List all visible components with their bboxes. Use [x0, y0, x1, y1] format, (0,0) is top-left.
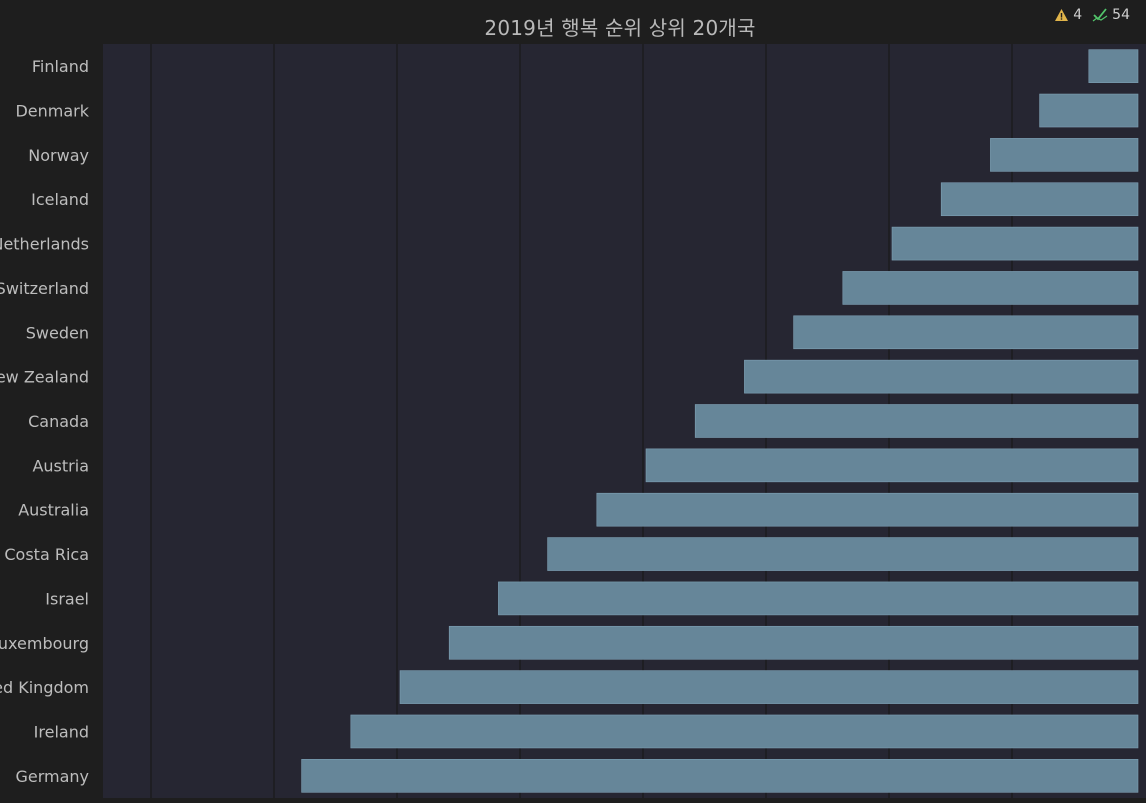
bar-united-kingdom	[399, 670, 1139, 704]
bar-switzerland	[842, 271, 1139, 305]
bar-canada	[694, 404, 1139, 438]
bar-costa-rica	[547, 537, 1139, 571]
category-label: Australia	[18, 501, 89, 520]
bar-germany	[301, 759, 1139, 793]
category-label: United Kingdom	[0, 678, 89, 697]
bar-austria	[645, 448, 1139, 483]
bar-ireland	[350, 714, 1139, 749]
chart-title: 2019년 행복 순위 상위 20개국	[484, 16, 756, 40]
category-label: Netherlands	[0, 235, 89, 254]
status-indicators: 4 54	[1054, 7, 1136, 23]
category-label: Israel	[45, 589, 89, 608]
category-label: Denmark	[15, 102, 89, 121]
title-bar: 2019년 행복 순위 상위 20개국 4 54	[0, 0, 1146, 44]
bar-netherlands	[891, 226, 1139, 261]
category-label: Iceland	[31, 190, 89, 209]
category-label: Luxembourg	[0, 634, 89, 653]
category-label: Canada	[28, 412, 89, 431]
category-label: Switzerland	[0, 279, 89, 298]
bar-australia	[596, 492, 1139, 527]
category-label: New Zealand	[0, 368, 89, 387]
warning-count: 4	[1073, 7, 1083, 23]
check-count: 54	[1112, 7, 1130, 23]
bar-finland	[1088, 49, 1139, 83]
bar-israel	[498, 581, 1139, 616]
bar-sweden	[793, 315, 1139, 350]
category-label: Finland	[32, 57, 89, 76]
category-label: Norway	[28, 146, 89, 165]
warning-icon[interactable]	[1054, 8, 1069, 22]
category-label: Germany	[15, 767, 89, 786]
category-label: Austria	[32, 456, 89, 475]
category-label: Costa Rica	[4, 545, 89, 564]
bar-denmark	[1039, 93, 1139, 128]
bar-iceland	[940, 182, 1139, 217]
category-label: Sweden	[26, 323, 89, 342]
bar-norway	[990, 138, 1139, 172]
bar-luxembourg	[448, 625, 1139, 660]
category-label: Ireland	[34, 722, 89, 741]
check-chart-icon[interactable]	[1092, 7, 1108, 23]
bar-new-zealand	[744, 359, 1139, 394]
